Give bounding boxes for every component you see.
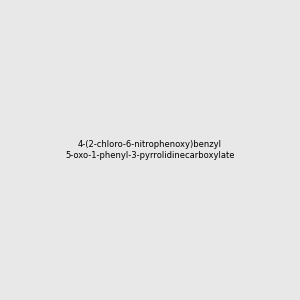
Text: 4-(2-chloro-6-nitrophenoxy)benzyl 5-oxo-1-phenyl-3-pyrrolidinecarboxylate: 4-(2-chloro-6-nitrophenoxy)benzyl 5-oxo-… <box>65 140 235 160</box>
